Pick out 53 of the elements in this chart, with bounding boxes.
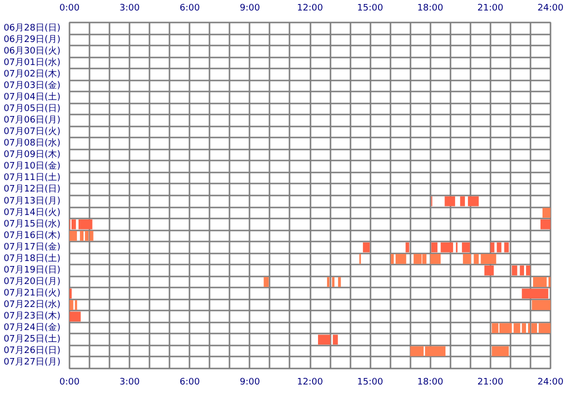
x2-tick-label: 18:00 xyxy=(417,378,444,388)
bar xyxy=(462,254,471,264)
x-tick-label: 12:00 xyxy=(297,4,324,14)
x-tick-label: 18:00 xyxy=(417,4,444,14)
y-tick-label: 07月03日(金) xyxy=(4,80,61,91)
x-tick-label: 21:00 xyxy=(477,4,504,14)
x-tick-label: 6:00 xyxy=(180,4,200,14)
y-tick-label: 07月11日(土) xyxy=(4,172,61,184)
x-tick-label: 15:00 xyxy=(357,4,384,14)
x2-tick-label: 15:00 xyxy=(357,378,384,388)
y-tick-label: 07月19日(日) xyxy=(4,265,61,276)
y-tick-label: 07月01日(水) xyxy=(4,56,61,68)
x2-tick-label: 6:00 xyxy=(180,378,200,388)
y-tick-label: 07月16日(木) xyxy=(4,230,61,241)
y-tick-label: 07月07日(火) xyxy=(4,126,61,138)
y-tick-label: 07月06日(月) xyxy=(4,116,61,126)
bar xyxy=(532,300,550,310)
y-tick-label: 07月24日(金) xyxy=(4,322,61,334)
y-tick-label: 07月21日(火) xyxy=(4,288,61,299)
y-tick-label: 07月27日(月) xyxy=(4,358,61,368)
x2-tick-label: 21:00 xyxy=(477,378,504,388)
y-tick-label: 07月15日(水) xyxy=(4,218,61,230)
y-tick-label: 06月30日(火) xyxy=(4,45,61,56)
y-tick-label: 07月14日(火) xyxy=(4,206,61,218)
bar xyxy=(430,254,441,264)
y-tick-label: 07月23日(木) xyxy=(4,310,61,322)
y-tick-label: 07月10日(金) xyxy=(4,160,61,172)
y-tick-label: 07月12日(日) xyxy=(4,184,61,195)
y-tick-label: 07月04日(土) xyxy=(4,91,61,102)
x2-tick-label: 0:00 xyxy=(59,378,80,388)
y-tick-label: 07月02日(木) xyxy=(4,68,61,80)
y-tick-label: 07月18日(土) xyxy=(4,252,61,264)
x2-tick-label: 9:00 xyxy=(240,378,260,388)
x-tick-label: 3:00 xyxy=(120,4,140,14)
bar xyxy=(533,277,547,287)
y-tick-label: 06月28日(日) xyxy=(4,23,61,34)
y-tick-label: 07月22日(水) xyxy=(4,299,61,310)
x-tick-label: 9:00 xyxy=(240,4,260,14)
x-tick-label: 24:00 xyxy=(538,4,564,14)
x2-tick-label: 3:00 xyxy=(120,378,140,388)
y-tick-label: 07月26日(日) xyxy=(4,346,61,356)
x2-tick-label: 24:00 xyxy=(538,378,564,388)
y-tick-label: 07月25日(土) xyxy=(4,334,61,345)
y-tick-label: 07月05日(日) xyxy=(4,104,61,114)
bar xyxy=(492,346,509,356)
x-tick-label: 0:00 xyxy=(59,4,80,14)
y-tick-label: 07月13日(月) xyxy=(4,196,61,206)
y-tick-label: 07月08日(水) xyxy=(4,138,61,149)
y-tick-label: 06月29日(月) xyxy=(4,34,61,45)
y-tick-label: 07月17日(金) xyxy=(4,241,61,252)
y-tick-label: 07月20日(月) xyxy=(4,277,61,287)
y-tick-label: 07月09日(木) xyxy=(4,149,61,160)
x2-tick-label: 12:00 xyxy=(297,378,324,388)
